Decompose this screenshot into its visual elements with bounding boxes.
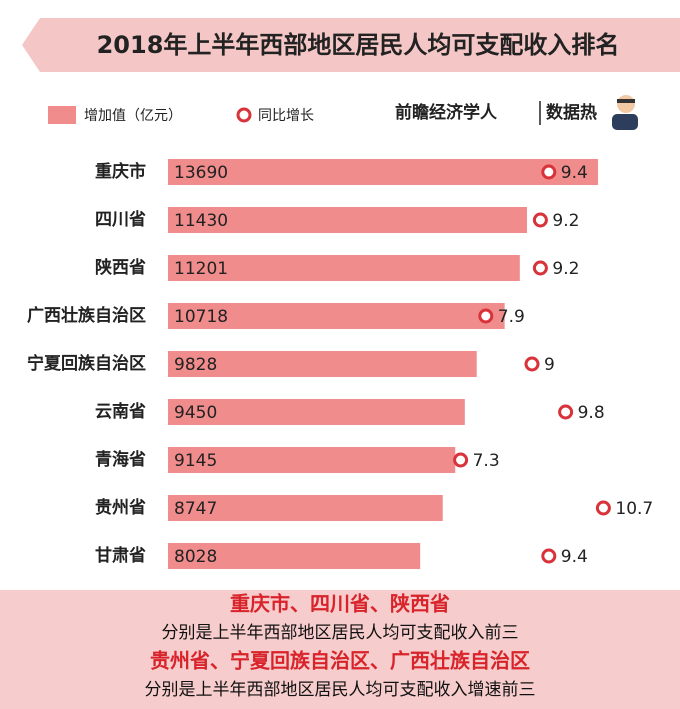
growth-label: 7.3 — [473, 451, 500, 471]
bar — [168, 399, 465, 425]
bar — [168, 303, 505, 329]
growth-point — [558, 404, 574, 420]
bar-value-label: 8028 — [174, 547, 217, 567]
bar-value-label: 8747 — [174, 499, 217, 519]
y-tick-label: 青海省 — [95, 449, 146, 470]
growth-label: 9 — [544, 355, 555, 375]
bar — [168, 495, 443, 521]
growth-label: 9.2 — [552, 259, 579, 279]
footer-note: 分别是上半年西部地区居民人均可支配收入前三 — [162, 623, 519, 643]
bar-value-label: 10718 — [174, 307, 228, 327]
y-tick-label: 陕西省 — [95, 257, 146, 278]
growth-point — [478, 308, 494, 324]
bar-value-label: 9450 — [174, 403, 217, 423]
growth-point — [595, 500, 611, 516]
bar-value-label: 11430 — [174, 211, 228, 231]
title-banner — [22, 18, 680, 72]
growth-label: 7.9 — [498, 307, 525, 327]
growth-label: 9.2 — [552, 211, 579, 231]
growth-label: 10.7 — [615, 499, 653, 519]
bar-value-label: 11201 — [174, 259, 228, 279]
y-tick-label: 宁夏回族自治区 — [27, 353, 146, 374]
bar — [168, 351, 477, 377]
footer-note: 分别是上半年西部地区居民人均可支配收入增速前三 — [145, 680, 536, 700]
growth-label: 9.4 — [561, 163, 588, 183]
growth-point — [532, 212, 548, 228]
bar-value-label: 13690 — [174, 163, 228, 183]
y-tick-label: 云南省 — [95, 401, 146, 422]
legend-swatch — [48, 106, 76, 124]
footer-panel — [0, 590, 680, 709]
growth-point — [541, 548, 557, 564]
bar — [168, 207, 528, 233]
footer-note: 重庆市、四川省、陕西省 — [230, 592, 450, 616]
growth-point — [532, 260, 548, 276]
bar — [168, 543, 421, 569]
y-tick-label: 甘肃省 — [95, 545, 146, 566]
footer-note: 贵州省、宁夏回族自治区、广西壮族自治区 — [150, 649, 530, 673]
y-tick-label: 重庆市 — [95, 161, 146, 182]
growth-point — [541, 164, 557, 180]
legend-label: 增加值（亿元） — [84, 108, 182, 124]
legend-label: 同比增长 — [258, 108, 314, 124]
source: 数据热 — [546, 102, 597, 123]
bar-value-label: 9145 — [174, 451, 217, 471]
source: 前瞻经济学人 — [395, 102, 498, 123]
bar-value-label: 9828 — [174, 355, 217, 375]
growth-label: 9.8 — [578, 403, 605, 423]
y-tick-label: 广西壮族自治区 — [27, 305, 146, 326]
bar — [168, 159, 598, 185]
y-tick-label: 贵州省 — [95, 497, 146, 518]
bar — [168, 447, 456, 473]
chart-title: 2018年上半年西部地区居民人均可支配收入排名 — [97, 31, 620, 59]
source-icon — [612, 95, 638, 130]
growth-point — [524, 356, 540, 372]
growth-label: 9.4 — [561, 547, 588, 567]
bar — [168, 255, 520, 281]
growth-point — [453, 452, 469, 468]
y-tick-label: 四川省 — [95, 209, 146, 230]
legend-marker — [236, 107, 252, 123]
